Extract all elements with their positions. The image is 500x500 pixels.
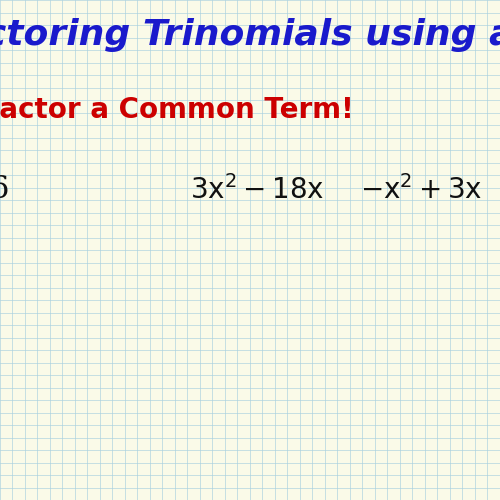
Text: 6: 6 (0, 174, 10, 206)
Text: Factor a Common Term!: Factor a Common Term! (0, 96, 354, 124)
Text: $\mathregular{-x^2+3x}$: $\mathregular{-x^2+3x}$ (360, 175, 482, 205)
Text: Factoring Trinomials using an Area Model: Factoring Trinomials using an Area Model (0, 18, 500, 52)
Text: $\mathregular{3x^2-18x}$: $\mathregular{3x^2-18x}$ (190, 175, 324, 205)
